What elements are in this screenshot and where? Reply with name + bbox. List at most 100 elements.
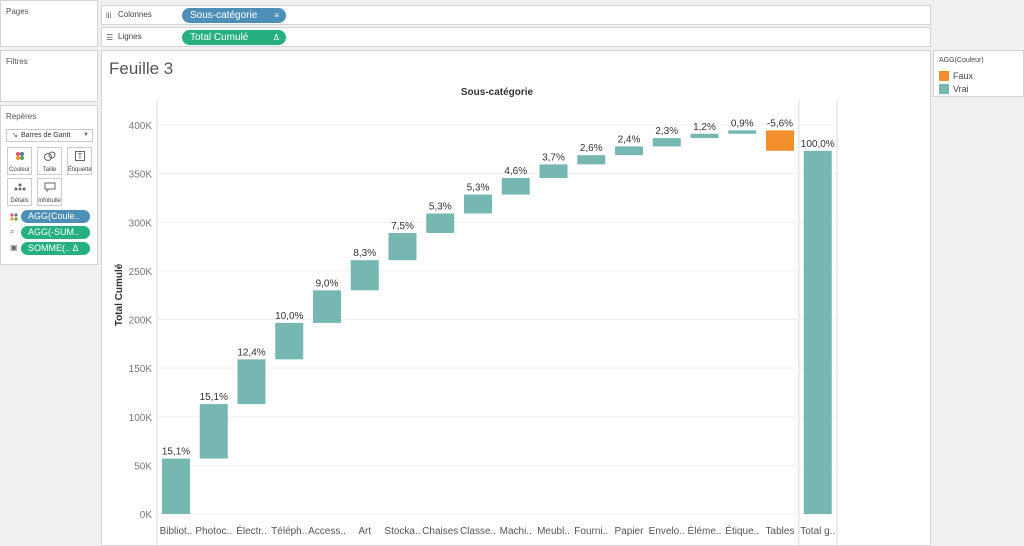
bar-data-label: 5,3% [429, 201, 452, 212]
legend-swatch-faux [939, 71, 949, 81]
y-tick-label: 400K [129, 121, 153, 132]
y-tick-label: 250K [129, 267, 153, 278]
x-category-label: Envelo.. [649, 526, 685, 537]
marks-pill-label[interactable]: SOMME(.. Δ [21, 242, 90, 255]
columns-pill-text: Sous-catégorie [190, 10, 258, 21]
y-axis-title: Total Cumulé [114, 263, 125, 326]
legend-label-faux: Faux [953, 71, 974, 81]
bar-data-label: 15,1% [162, 447, 190, 458]
filters-panel: Filtres [0, 50, 98, 102]
bar-data-label: 1,2% [693, 122, 716, 133]
bar-data-label: 2,6% [580, 143, 603, 154]
bar-data-label: 4,6% [504, 166, 527, 177]
details-icon [8, 182, 31, 195]
bar-data-label: -5,6% [767, 118, 793, 129]
waterfall-bar [388, 232, 417, 261]
waterfall-bar [199, 404, 228, 459]
rows-pill-text: Total Cumulé [190, 32, 249, 43]
chart-title: Sous-catégorie [461, 87, 534, 98]
x-category-label: Photoc.. [195, 526, 232, 537]
label-icon: T [68, 151, 91, 164]
bar-data-label: 10,0% [275, 311, 303, 322]
legend-label-vrai: Vrai [953, 84, 969, 94]
size-button[interactable]: Taille [37, 147, 62, 175]
waterfall-bar [426, 213, 455, 233]
legend-title: AGG(Couleur) [939, 57, 984, 64]
chevron-down-icon: ▼ [83, 132, 89, 138]
bar-data-label: 2,4% [618, 134, 641, 145]
waterfall-bar [728, 130, 757, 134]
x-category-label: Téléph.. [271, 526, 307, 537]
x-category-label: Access.. [308, 526, 346, 537]
bar-data-label: 9,0% [316, 278, 339, 289]
waterfall-bar [652, 138, 681, 147]
waterfall-bar [615, 146, 643, 156]
mark-type-dropdown[interactable]: ↘ Barres de Gantt ▼ [6, 129, 93, 142]
bar-data-label: 3,7% [542, 152, 565, 163]
x-category-label: Tables [766, 526, 795, 537]
label-button[interactable]: T Étiquette [67, 147, 92, 175]
y-tick-label: 100K [129, 413, 153, 424]
x-category-label: Classe.. [460, 526, 496, 537]
waterfall-bar [577, 155, 606, 165]
marks-title: Repères [6, 112, 37, 121]
bar-data-label: 7,5% [391, 221, 414, 232]
y-tick-label: 150K [129, 364, 153, 375]
legend-panel: AGG(Couleur) Faux Vrai [933, 50, 1024, 97]
columns-icon: iii [106, 11, 112, 20]
rows-shelf[interactable]: ☰ Lignes Total Cumulé Δ [101, 27, 931, 47]
bar-data-label: 100,0% [801, 139, 835, 150]
waterfall-bar [162, 458, 190, 514]
gantt-icon: ↘ [12, 132, 18, 139]
waterfall-bar [690, 133, 719, 139]
bar-data-label: 2,3% [655, 126, 678, 137]
bar-data-label: 8,3% [353, 248, 376, 259]
size-icon [38, 151, 61, 164]
details-button[interactable]: Détails [7, 178, 32, 206]
columns-pill[interactable]: Sous-catégorie ≡ [182, 8, 286, 23]
color-button[interactable]: Couleur [7, 147, 32, 175]
sheet-title: Feuille 3 [109, 59, 174, 78]
tooltip-button-label: Infobulle [38, 198, 61, 204]
rows-icon: ☰ [106, 33, 114, 42]
x-category-label: Art [358, 526, 371, 537]
details-button-label: Détails [10, 198, 29, 204]
label-button-label: Étiquette [68, 167, 92, 173]
x-category-label: Fourni.. [574, 526, 608, 537]
svg-text:T: T [77, 152, 82, 161]
waterfall-chart: Sous-catégorie Total Cumulé 0K 50K 100K 150… [114, 87, 838, 546]
waterfall-bar [501, 178, 530, 195]
delta-icon: Δ [273, 33, 279, 42]
bar-data-label: 12,4% [237, 347, 265, 358]
marks-panel: Repères ↘ Barres de Gantt ▼ Couleur Tail… [0, 105, 98, 265]
y-tick-label: 50K [134, 461, 152, 472]
y-tick-label: 200K [129, 316, 153, 327]
pages-title: Pages [6, 7, 29, 16]
sort-icon: ≡ [274, 11, 279, 20]
color-encoding-icon [10, 213, 18, 223]
y-tick-label: 350K [129, 170, 153, 181]
marks-pill-color[interactable]: AGG(Coule.. [21, 210, 90, 223]
x-category-label: Machi.. [500, 526, 532, 537]
size-button-label: Taille [42, 167, 57, 173]
x-category-label: Total g.. [800, 526, 835, 537]
columns-label: Colonnes [118, 10, 152, 19]
color-icon [8, 151, 31, 164]
waterfall-bar [350, 260, 379, 291]
y-tick-label: 0K [140, 510, 153, 521]
marks-pill-size[interactable]: AGG(-SUM.. [21, 226, 90, 239]
columns-shelf[interactable]: iii Colonnes Sous-catégorie ≡ [101, 5, 931, 25]
bar-data-label: 0,9% [731, 118, 754, 129]
x-category-label: Bibliot.. [160, 526, 193, 537]
bar-data-label: 15,1% [200, 392, 228, 403]
legend-swatch-vrai [939, 84, 949, 94]
tooltip-button[interactable]: Infobulle [37, 178, 62, 206]
rows-pill[interactable]: Total Cumulé Δ [182, 30, 286, 45]
x-category-label: Éléme.. [688, 524, 722, 537]
x-category-label: Stocka.. [384, 526, 420, 537]
waterfall-bar [275, 322, 304, 360]
filters-title: Filtres [6, 57, 28, 66]
bar-data-label: 5,3% [467, 183, 490, 194]
pages-panel: Pages [0, 0, 98, 47]
waterfall-bar [237, 359, 266, 405]
